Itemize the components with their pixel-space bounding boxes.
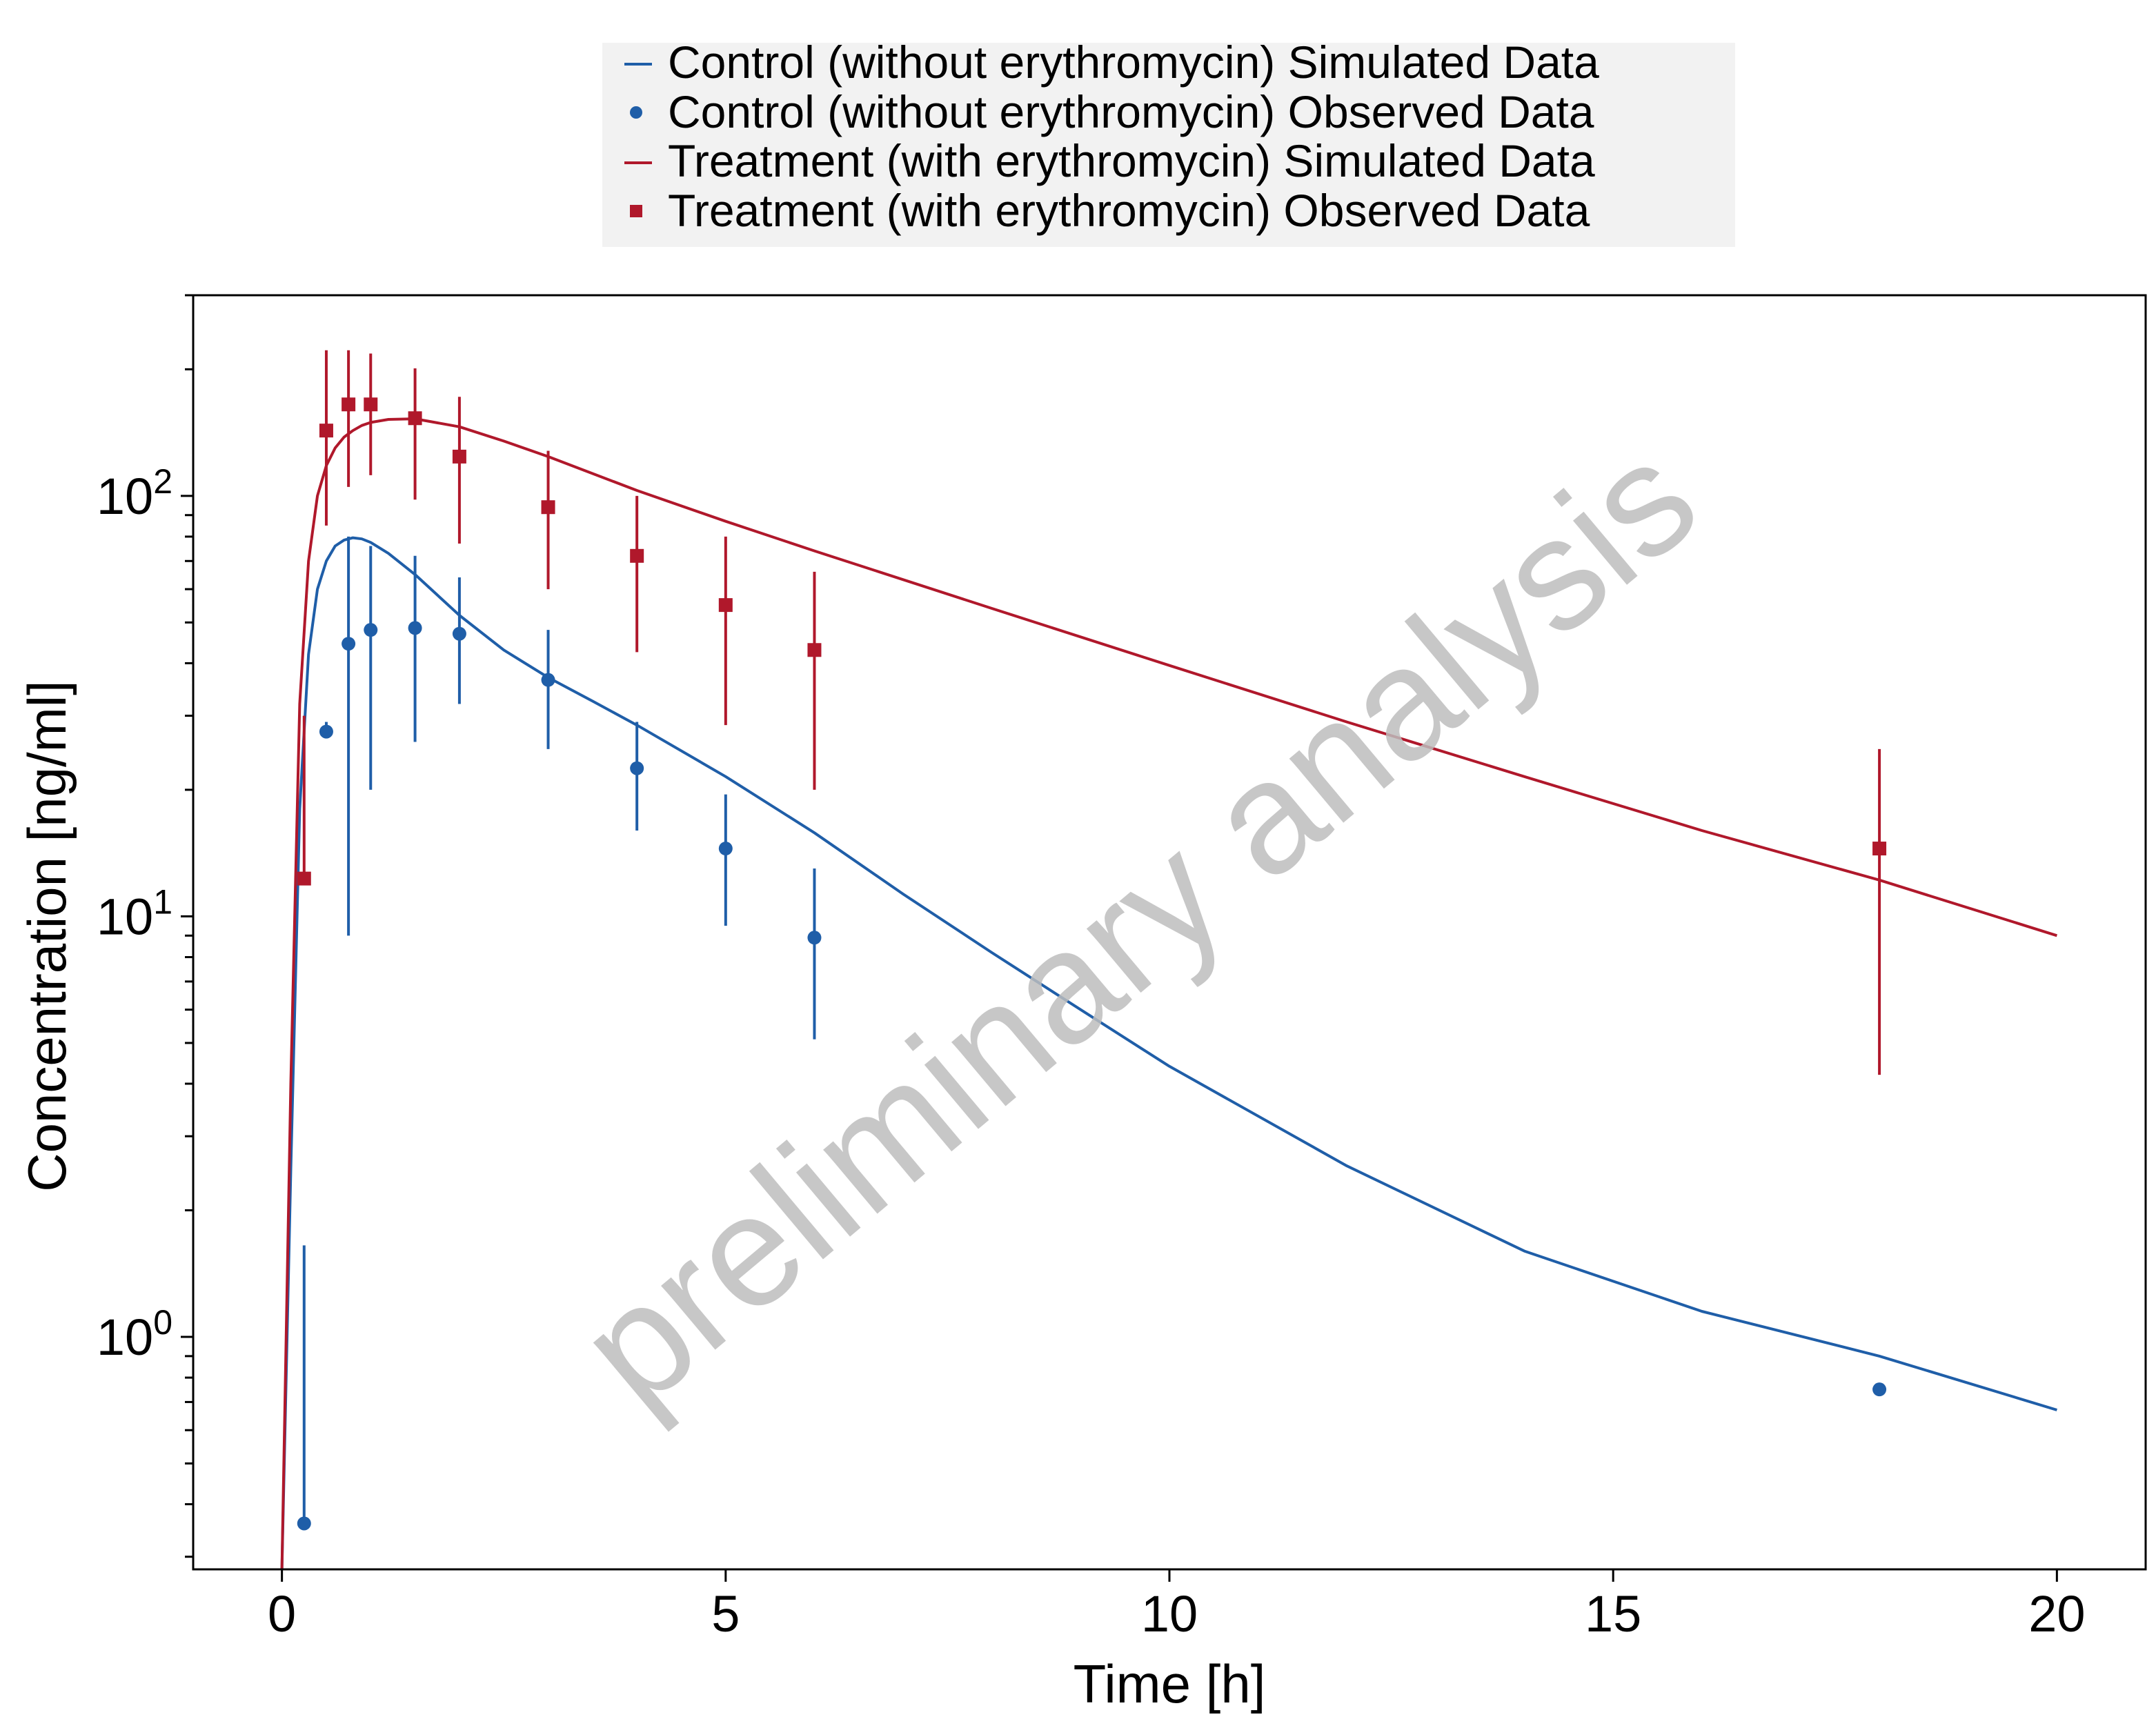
observed-point-square <box>297 871 311 886</box>
y-tick-label-base: 10 <box>97 468 153 525</box>
legend-background <box>602 43 1735 247</box>
observed-point-circle <box>364 623 378 637</box>
series-0 <box>280 536 2057 1569</box>
observed-point-circle <box>342 637 356 651</box>
plot-series-layer <box>280 350 2057 1569</box>
y-tick-label-base: 10 <box>97 888 153 945</box>
series-2 <box>280 417 2057 1569</box>
observed-point-square <box>807 643 822 657</box>
legend-key-square <box>630 205 642 217</box>
observed-point-circle <box>297 1516 311 1531</box>
observed-point-circle <box>1872 1382 1887 1397</box>
legend-key-circle <box>630 106 642 119</box>
x-tick-label: 5 <box>711 1585 740 1642</box>
observed-point-square <box>452 449 466 464</box>
x-tick-label: 15 <box>1585 1585 1641 1642</box>
observed-point-circle <box>630 761 644 775</box>
x-tick-label: 20 <box>2028 1585 2085 1642</box>
y-axis-label: Concentration [ng/ml] <box>17 680 77 1191</box>
observed-point-circle <box>541 673 555 687</box>
legend-entry-label: Treatment (with erythromycin) Observed D… <box>668 185 1590 236</box>
y-tick-label-base: 10 <box>97 1309 153 1366</box>
observed-point-square <box>342 397 356 412</box>
observed-point-circle <box>718 842 733 856</box>
x-tick-label: 10 <box>1141 1585 1198 1642</box>
simulated-line <box>280 417 2057 1569</box>
observed-point-square <box>408 411 422 426</box>
legend-entry-label: Control (without erythromycin) Simulated… <box>668 37 1599 88</box>
observed-point-square <box>319 424 333 438</box>
series-1 <box>297 536 1887 1531</box>
y-tick-label-exponent: 1 <box>153 882 172 921</box>
y-tick-label: 101 <box>97 882 172 945</box>
x-tick-label: 0 <box>268 1585 296 1642</box>
legend-entry-label: Control (without erythromycin) Observed … <box>668 86 1594 137</box>
observed-point-square <box>1872 842 1887 856</box>
observed-point-circle <box>807 931 822 945</box>
observed-point-square <box>718 598 733 613</box>
legend-entry-label: Treatment (with erythromycin) Simulated … <box>668 135 1595 186</box>
observed-point-square <box>364 397 378 412</box>
observed-point-circle <box>319 724 333 739</box>
observed-point-circle <box>408 621 422 635</box>
y-tick-label-exponent: 2 <box>153 462 172 501</box>
x-axis-label: Time [h] <box>1074 1653 1266 1714</box>
simulated-line <box>280 536 2057 1569</box>
y-tick-label: 100 <box>97 1303 172 1366</box>
observed-point-circle <box>452 626 466 641</box>
observed-point-square <box>630 548 644 563</box>
series-3 <box>297 350 1887 1075</box>
y-tick-label: 102 <box>97 462 172 525</box>
observed-point-square <box>541 500 555 515</box>
y-tick-label-exponent: 0 <box>153 1303 172 1342</box>
legend: Control (without erythromycin) Simulated… <box>602 37 1735 247</box>
